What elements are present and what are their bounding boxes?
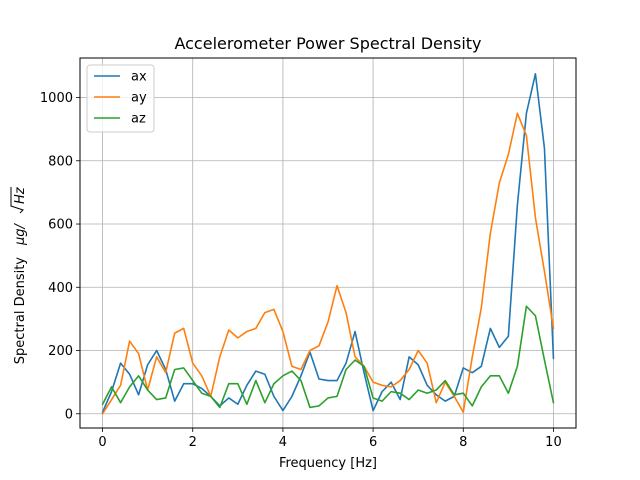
- legend-label-ay: ay: [131, 91, 147, 106]
- x-tick-label: 6: [369, 435, 377, 450]
- series-line-az: [101, 305, 555, 409]
- y-axis-title-sqrt-sign: [10, 187, 24, 214]
- series-line-ax: [101, 73, 555, 413]
- x-tick-label: 0: [98, 435, 106, 450]
- y-axis-title-radicand: Hz: [13, 186, 28, 204]
- series-lines: [101, 73, 555, 415]
- y-tick-label: 1000: [40, 91, 73, 106]
- legend-label-az: az: [131, 112, 146, 127]
- grid-lines: [80, 58, 576, 428]
- y-axis-title: Spectral Density μg/ Hz: [10, 186, 28, 365]
- legend: ax ay az: [86, 64, 155, 133]
- x-tick-label: 4: [279, 435, 287, 450]
- series-line-ay: [101, 112, 555, 415]
- x-axis-title: Frequency [Hz]: [279, 456, 377, 471]
- y-axis-ticks: 0 200 400 600 800 1000: [40, 91, 80, 422]
- x-tick-label: 2: [189, 435, 197, 450]
- plot-frame: [79, 57, 577, 429]
- y-axis-title-unit: μg/: [13, 222, 28, 246]
- y-tick-label: 400: [48, 281, 73, 296]
- y-tick-label: 800: [48, 154, 73, 169]
- y-tick-label: 600: [48, 218, 73, 233]
- y-tick-label: 200: [48, 344, 73, 359]
- y-tick-label: 0: [65, 407, 73, 422]
- legend-label-ax: ax: [131, 70, 147, 85]
- legend-box: [86, 64, 155, 133]
- y-axis-title-prefix: Spectral Density: [13, 257, 28, 365]
- chart-title: Accelerometer Power Spectral Density: [174, 34, 481, 53]
- x-tick-label: 8: [459, 435, 467, 450]
- x-axis-ticks: 0 2 4 6 8 10: [98, 428, 562, 450]
- x-tick-label: 10: [545, 435, 562, 450]
